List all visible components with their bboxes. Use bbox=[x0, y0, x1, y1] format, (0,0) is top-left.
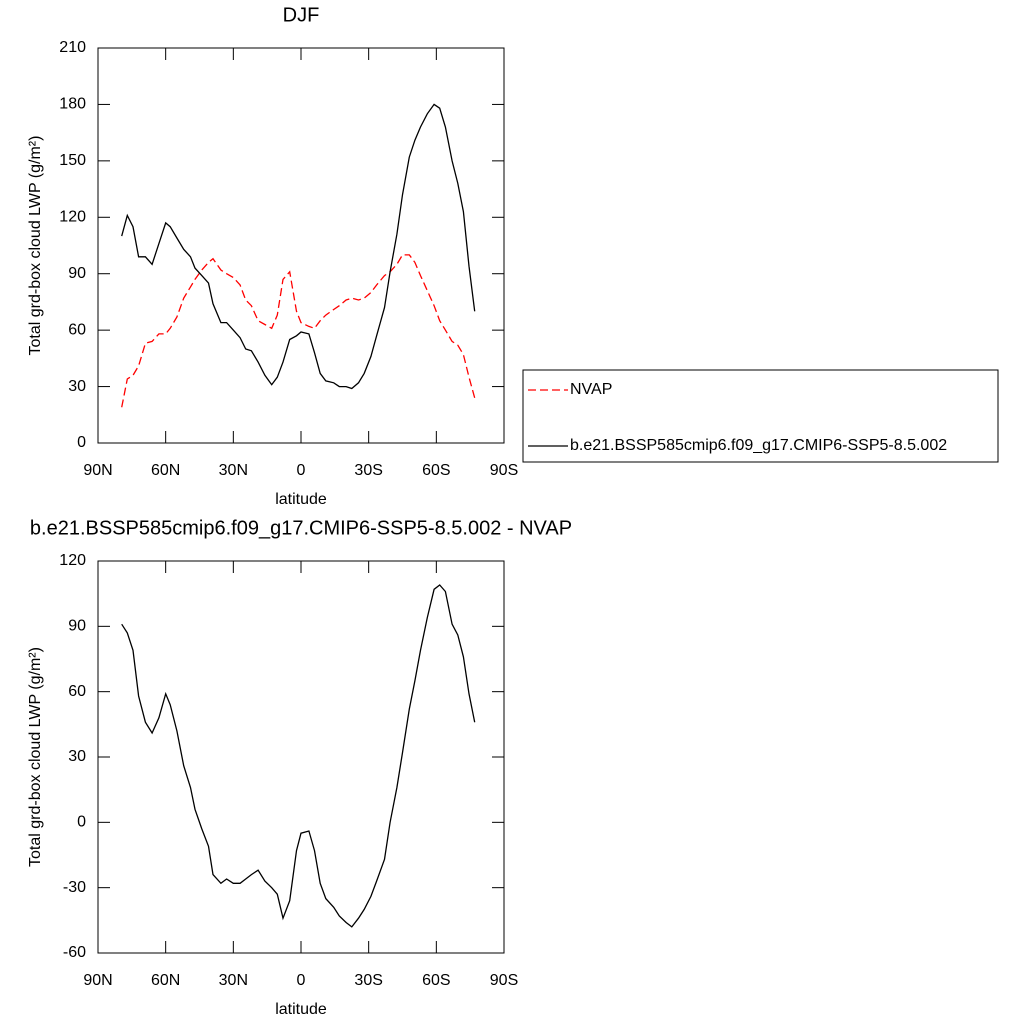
x-tick-label: 90N bbox=[83, 462, 112, 479]
x-tick-label: 60S bbox=[422, 462, 450, 479]
x-axis-label: latitude bbox=[275, 1001, 327, 1018]
y-tick-label: 90 bbox=[68, 265, 86, 282]
y-axis-label: Total grd-box cloud LWP (g/m²) bbox=[27, 647, 44, 867]
legend-label: NVAP bbox=[570, 381, 612, 398]
x-tick-label: 0 bbox=[297, 972, 306, 989]
x-tick-label: 30N bbox=[219, 972, 248, 989]
y-tick-label: 60 bbox=[68, 683, 86, 700]
y-tick-label: 0 bbox=[77, 814, 86, 831]
x-tick-label: 90N bbox=[83, 972, 112, 989]
y-tick-label: 30 bbox=[68, 748, 86, 765]
x-tick-label: 30S bbox=[354, 462, 382, 479]
x-tick-label: 30S bbox=[354, 972, 382, 989]
chart-title: b.e21.BSSP585cmip6.f09_g17.CMIP6-SSP5-8.… bbox=[30, 517, 572, 539]
y-tick-label: -60 bbox=[63, 944, 86, 961]
x-tick-label: 30N bbox=[219, 462, 248, 479]
y-axis-label: Total grd-box cloud LWP (g/m²) bbox=[27, 136, 44, 356]
y-tick-label: -30 bbox=[63, 879, 86, 896]
y-tick-label: 180 bbox=[59, 96, 86, 113]
legend-label: b.e21.BSSP585cmip6.f09_g17.CMIP6-SSP5-8.… bbox=[570, 437, 947, 454]
series-line bbox=[121, 254, 476, 408]
x-tick-label: 60S bbox=[422, 972, 450, 989]
x-tick-label: 60N bbox=[151, 462, 180, 479]
plot-frame bbox=[97, 47, 505, 444]
y-tick-label: 120 bbox=[59, 552, 86, 569]
y-tick-label: 0 bbox=[77, 434, 86, 451]
y-tick-label: 150 bbox=[59, 152, 86, 169]
series-line bbox=[121, 584, 476, 928]
x-axis-label: latitude bbox=[275, 491, 327, 508]
x-tick-label: 90S bbox=[490, 462, 518, 479]
plot-frame bbox=[97, 560, 505, 954]
legend-box bbox=[522, 369, 999, 463]
x-tick-label: 60N bbox=[151, 972, 180, 989]
y-tick-label: 90 bbox=[68, 618, 86, 635]
x-tick-label: 0 bbox=[297, 462, 306, 479]
y-tick-label: 30 bbox=[68, 378, 86, 395]
y-tick-label: 210 bbox=[59, 39, 86, 56]
chart-title: DJF bbox=[283, 4, 320, 26]
x-tick-label: 90S bbox=[490, 972, 518, 989]
series-line bbox=[121, 103, 476, 390]
y-tick-label: 120 bbox=[59, 209, 86, 226]
y-tick-label: 60 bbox=[68, 321, 86, 338]
